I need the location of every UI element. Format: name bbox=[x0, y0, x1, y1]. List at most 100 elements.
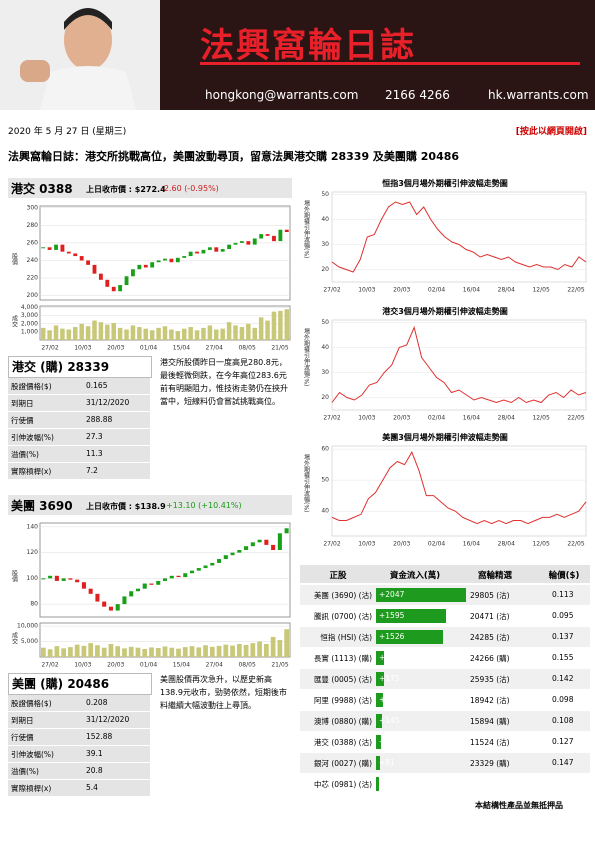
warrant-code: 29805 (沽) bbox=[470, 591, 510, 600]
shirt bbox=[40, 66, 136, 110]
plot-frame bbox=[331, 319, 587, 411]
flow-label: +145 bbox=[379, 716, 400, 725]
candle bbox=[92, 264, 97, 274]
headline: 法興窩輪日誌：港交所挑戰高位，美團波動尋頂，留意法興港交購 28339 及美團購… bbox=[8, 150, 460, 163]
candle bbox=[122, 596, 127, 605]
volume-bar bbox=[111, 323, 116, 340]
volume-bar bbox=[155, 648, 161, 657]
volume-bar bbox=[223, 644, 229, 657]
table-header: 輪價($) bbox=[548, 571, 580, 581]
candle bbox=[240, 241, 244, 243]
vol-chart: 場外期權引伸波幅(%) 20 30 40 50 27/02 10/03 20/03 02/04 1… bbox=[303, 191, 587, 294]
candle bbox=[246, 241, 251, 245]
y-tick-label: 40 bbox=[321, 216, 329, 223]
flow-label: +153 bbox=[379, 695, 400, 704]
candle bbox=[61, 578, 66, 581]
flow-bar bbox=[376, 588, 466, 602]
volume-bar bbox=[270, 636, 276, 657]
row-value: 7.2 bbox=[86, 466, 98, 475]
volume-bar bbox=[149, 330, 155, 340]
candle bbox=[88, 588, 93, 594]
volume-bar bbox=[47, 649, 53, 657]
volume-bar bbox=[108, 644, 114, 657]
volume-bar bbox=[66, 329, 72, 340]
row-value: 39.1 bbox=[86, 749, 103, 758]
warrant-table: 美團 (購) 20486 股證價格($) 0.208 到期日 31/12/2020 行使價… bbox=[8, 673, 152, 796]
y-tick-label: 300 bbox=[27, 204, 39, 211]
volume-bar bbox=[203, 645, 208, 657]
candle bbox=[264, 539, 269, 545]
plot-frame bbox=[331, 191, 587, 283]
volume-bar bbox=[95, 645, 100, 657]
x-tick-label: 10/03 bbox=[74, 662, 91, 669]
x-tick-label: 10/03 bbox=[74, 345, 91, 352]
fist bbox=[20, 60, 50, 82]
table-row: 匯豐 (0005) (沽) +175 25935 (沽) 0.142 bbox=[300, 669, 590, 689]
candle bbox=[190, 570, 195, 574]
x-tick-label: 02/04 bbox=[428, 415, 445, 422]
warrant-price: 0.127 bbox=[552, 737, 574, 746]
y-tick-label: 280 bbox=[27, 222, 39, 229]
candle bbox=[66, 251, 71, 254]
warrant-title: 美團 (購) 20486 bbox=[12, 677, 110, 691]
candle bbox=[95, 593, 100, 602]
x-tick-label: 27/02 bbox=[323, 415, 340, 422]
x-tick-label: 08/05 bbox=[238, 662, 255, 669]
volume-bar bbox=[169, 647, 175, 657]
x-tick-label: 12/05 bbox=[532, 541, 549, 548]
flow-table: 正股 資金流入(萬) 窩輪精選 輪價($) 美團 (3690) (沽) +2047 2980… bbox=[300, 565, 590, 795]
stock-header bbox=[8, 495, 292, 515]
x-tick-label: 21/05 bbox=[271, 662, 288, 669]
volume-bar bbox=[220, 328, 225, 340]
y-tick-label: 20 bbox=[321, 266, 329, 273]
flow-bar bbox=[376, 609, 447, 623]
stock-name: 美團 (3690) (沽) bbox=[313, 591, 372, 600]
volume-bar bbox=[41, 647, 46, 657]
website[interactable]: hk.warrants.com bbox=[488, 88, 589, 102]
y-tick-label: 50 bbox=[321, 191, 329, 198]
x-tick-label: 16/04 bbox=[463, 541, 480, 548]
table-row: 澳博 (0880) (購) +145 15894 (購) 0.108 bbox=[300, 711, 590, 731]
table-header-bg bbox=[300, 565, 590, 583]
volume-bar bbox=[182, 647, 188, 657]
volume-bar bbox=[196, 647, 202, 657]
flow-bar bbox=[376, 777, 380, 791]
row-value: 20.8 bbox=[86, 766, 103, 775]
y-tick-label: 20 bbox=[321, 394, 329, 401]
warrant-code: 25935 (沽) bbox=[470, 675, 510, 684]
stock-name: 中芯 (0981) (沽) bbox=[313, 780, 372, 789]
volume-bar bbox=[122, 648, 127, 657]
volume-bar bbox=[88, 643, 94, 657]
warrant-code: 23329 (購) bbox=[470, 759, 510, 768]
email[interactable]: hongkong@warrants.com bbox=[205, 88, 359, 102]
y-tick-label: 100 bbox=[27, 575, 39, 582]
candle bbox=[124, 276, 129, 286]
volume-bar bbox=[81, 645, 87, 657]
volume-bar bbox=[189, 646, 195, 657]
row-label: 溢價(%) bbox=[11, 450, 39, 459]
volume-bar bbox=[252, 327, 257, 340]
row-value: 31/12/2020 bbox=[86, 715, 130, 724]
candle bbox=[244, 546, 249, 551]
warrant-price: 0.142 bbox=[552, 674, 574, 683]
volume-bar bbox=[263, 644, 269, 657]
candle bbox=[233, 242, 238, 245]
candle bbox=[98, 273, 103, 280]
volume-bar bbox=[239, 327, 245, 340]
candle bbox=[86, 260, 90, 265]
volume-bar bbox=[47, 330, 52, 340]
plot-frame bbox=[331, 445, 587, 537]
warrant-row: 股證價格($) 0.208 bbox=[8, 695, 150, 711]
open-link[interactable]: [按此以網頁開啟] bbox=[515, 127, 587, 137]
brand-title: 法興窩輪日誌 bbox=[200, 26, 416, 66]
table-header: 資金流入(萬) bbox=[389, 571, 441, 581]
flow-label: +71 bbox=[379, 779, 395, 788]
x-tick-label: 22/05 bbox=[567, 541, 584, 548]
row-value: 288.88 bbox=[86, 415, 113, 424]
x-tick-label: 16/04 bbox=[463, 287, 480, 294]
volume-bar bbox=[176, 648, 181, 657]
row-value: 0.208 bbox=[86, 698, 108, 707]
stock-name: 港交 0388 bbox=[11, 182, 73, 196]
price-axis-label: 股價 bbox=[11, 253, 18, 266]
x-tick-label: 20/03 bbox=[107, 662, 124, 669]
